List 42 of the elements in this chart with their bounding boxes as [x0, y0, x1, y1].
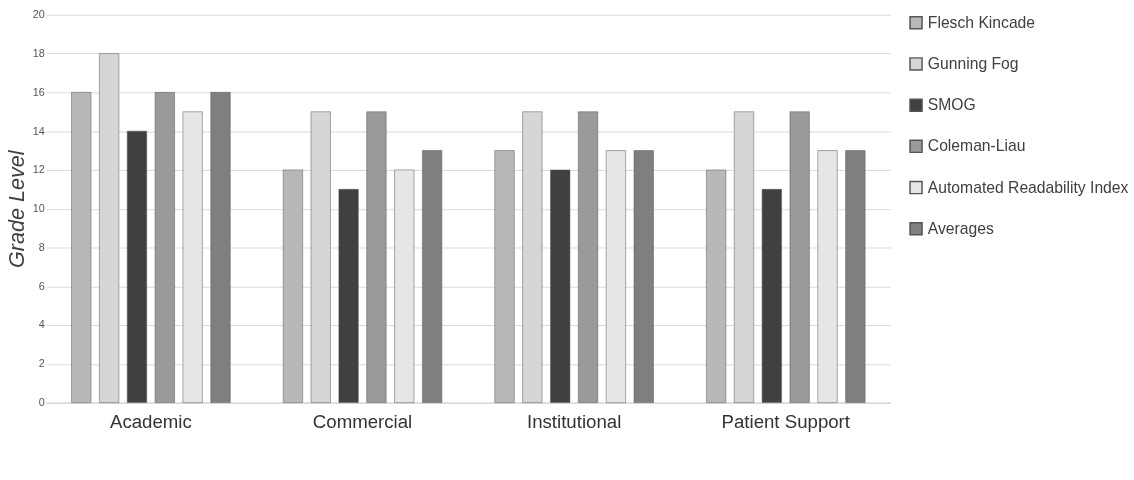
bar	[633, 150, 654, 403]
x-tick-label: Patient Support	[721, 410, 851, 432]
y-axis-title: Grade Level	[3, 149, 29, 269]
y-tick-label: 18	[32, 47, 45, 60]
y-tick-label: 14	[32, 124, 45, 137]
bar	[154, 92, 175, 403]
y-tick-label: 12	[32, 163, 45, 176]
y-tick-label: 4	[38, 318, 45, 331]
y-tick-label: 20	[32, 8, 45, 21]
legend-label: SMOG	[927, 96, 976, 114]
bar	[494, 150, 515, 403]
legend-label: Flesch Kincade	[927, 13, 1036, 31]
legend-label: Automated Readability Index	[927, 178, 1129, 196]
y-tick-label: 10	[32, 202, 45, 215]
x-tick-label: Commercial	[312, 410, 413, 432]
y-tick-label: 16	[32, 85, 45, 98]
bar	[182, 111, 203, 403]
y-tick-label: 2	[38, 357, 45, 370]
bar	[210, 92, 231, 403]
y-tick-label: 8	[38, 240, 45, 253]
bar	[338, 189, 359, 403]
bar	[422, 150, 443, 403]
bar	[605, 150, 626, 403]
legend-label: Gunning Fog	[927, 54, 1019, 72]
bar	[71, 92, 92, 403]
bar	[550, 169, 571, 403]
bar	[761, 189, 782, 403]
bar	[845, 150, 866, 403]
bar	[126, 130, 147, 403]
bar	[366, 111, 387, 403]
bar	[706, 169, 727, 403]
bar	[578, 111, 599, 403]
bar	[817, 150, 838, 403]
legend-label: Averages	[927, 219, 994, 237]
x-tick-label: Academic	[109, 410, 192, 432]
y-tick-label: 6	[38, 279, 45, 292]
bar	[394, 169, 415, 403]
bar	[282, 169, 303, 403]
y-tick-label: 0	[38, 396, 45, 409]
legend-label: Coleman-Liau	[927, 137, 1026, 155]
bar	[789, 111, 810, 403]
x-tick-label: Institutional	[526, 410, 622, 432]
